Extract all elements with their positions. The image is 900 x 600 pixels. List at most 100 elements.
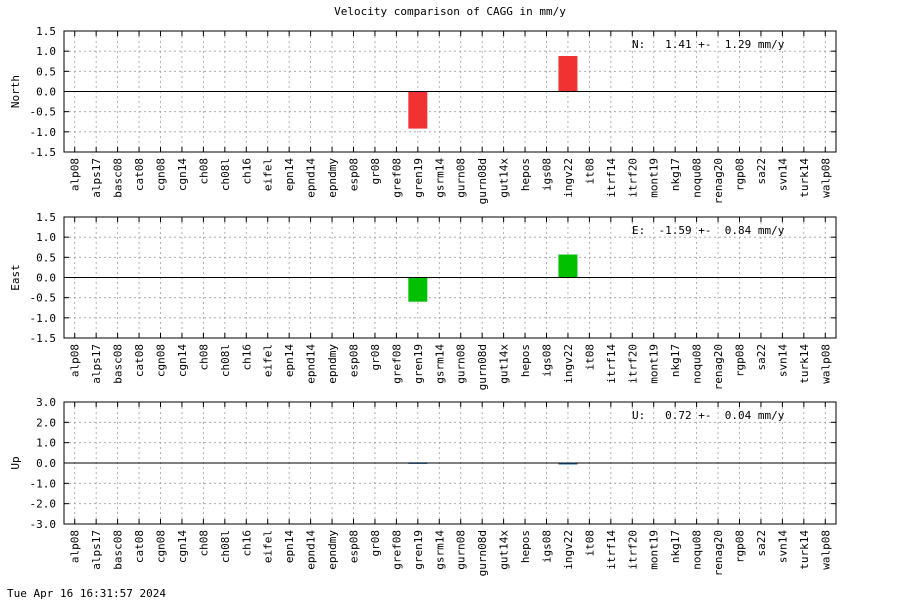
east-stats-annotation: E: -1.59 +- 0.84 mm/y bbox=[632, 224, 785, 237]
east-xtick-label: rgp08 bbox=[734, 344, 747, 377]
up-xtick-label: walp08 bbox=[819, 530, 832, 570]
north-xtick-label: gut14x bbox=[498, 158, 511, 198]
north-bar-gren19 bbox=[408, 91, 428, 129]
north-ytick-label: -1.0 bbox=[30, 126, 57, 139]
up-xtick-label: epnd14 bbox=[305, 530, 318, 570]
east-plot-frame bbox=[63, 216, 837, 339]
north-bar-ingv22 bbox=[558, 56, 578, 92]
east-ytick-label: 1.0 bbox=[36, 231, 56, 244]
east-ytick-label: -0.5 bbox=[30, 292, 57, 305]
east-xtick-label: gut14x bbox=[498, 344, 511, 384]
up-xtick-label: turk14 bbox=[798, 530, 811, 570]
up-xtick-label: mont19 bbox=[648, 530, 661, 570]
up-ytick-label: 2.0 bbox=[36, 416, 56, 429]
up-xtick-label: gut14x bbox=[498, 530, 511, 570]
up-xtick-label: itrf20 bbox=[626, 530, 639, 570]
east-xtick-label: svn14 bbox=[776, 344, 789, 377]
north-xtick-label: walp08 bbox=[819, 158, 832, 198]
east-ytick-label: 0.5 bbox=[36, 251, 56, 264]
up-ytick-label: -3.0 bbox=[30, 518, 57, 531]
up-xtick-label: alp08 bbox=[69, 530, 82, 563]
east-bar-gren19 bbox=[408, 277, 428, 302]
figure-title: Velocity comparison of CAGG in mm/y bbox=[334, 5, 566, 18]
up-xtick-label: alps17 bbox=[90, 530, 103, 570]
up-xtick-label: svn14 bbox=[776, 530, 789, 563]
north-xtick-label: ch08l bbox=[219, 158, 232, 191]
east-axis-label: East bbox=[9, 264, 22, 291]
north-xtick-label: itrf20 bbox=[626, 158, 639, 198]
north-xtick-label: epn14 bbox=[283, 158, 296, 191]
east-xtick-label: hepos bbox=[519, 344, 532, 377]
north-xtick-label: basc08 bbox=[112, 158, 125, 198]
up-xtick-label: gurn08d bbox=[476, 530, 489, 576]
east-xtick-label: alps17 bbox=[90, 344, 103, 384]
up-xtick-label: gurn08 bbox=[455, 530, 468, 570]
east-xtick-label: alp08 bbox=[69, 344, 82, 377]
east-xtick-label: esp08 bbox=[348, 344, 361, 377]
up-axis-label: Up bbox=[9, 456, 22, 469]
up-xtick-label: gref08 bbox=[390, 530, 403, 570]
north-xtick-label: epndmy bbox=[326, 158, 339, 198]
up-xtick-label: epndmy bbox=[326, 530, 339, 570]
east-xtick-label: noqu08 bbox=[691, 344, 704, 384]
north-xtick-label: turk14 bbox=[798, 158, 811, 198]
up-xtick-label: ch16 bbox=[240, 530, 253, 557]
east-xtick-label: cgn08 bbox=[155, 344, 168, 377]
north-ytick-label: 0.5 bbox=[36, 65, 56, 78]
north-xtick-label: renag20 bbox=[712, 158, 725, 204]
east-xtick-label: basc08 bbox=[112, 344, 125, 384]
east-xtick-label: sa22 bbox=[755, 344, 768, 371]
east-xtick-label: ch08 bbox=[197, 344, 210, 371]
east-xtick-label: walp08 bbox=[819, 344, 832, 384]
north-xtick-label: hepos bbox=[519, 158, 532, 191]
east-xtick-label: epn14 bbox=[283, 344, 296, 377]
east-xtick-label: gurn08d bbox=[476, 344, 489, 390]
up-xtick-label: cgn08 bbox=[155, 530, 168, 563]
up-ytick-label: 1.0 bbox=[36, 437, 56, 450]
up-xtick-label: eifel bbox=[262, 530, 275, 563]
up-xtick-label: esp08 bbox=[348, 530, 361, 563]
north-xtick-label: mont19 bbox=[648, 158, 661, 198]
up-plot-frame bbox=[63, 401, 837, 525]
north-xtick-label: cat08 bbox=[133, 158, 146, 191]
east-xtick-label: epnd14 bbox=[305, 344, 318, 384]
east-xtick-label: eifel bbox=[262, 344, 275, 377]
east-xtick-label: cgn14 bbox=[176, 344, 189, 377]
up-xtick-label: sa22 bbox=[755, 530, 768, 557]
east-xtick-label: gr08 bbox=[369, 344, 382, 371]
north-xtick-label: it08 bbox=[583, 158, 596, 185]
north-axis-label: North bbox=[9, 75, 22, 108]
up-xtick-label: cgn14 bbox=[176, 530, 189, 563]
north-xtick-label: gren19 bbox=[412, 158, 425, 198]
east-xtick-label: renag20 bbox=[712, 344, 725, 390]
east-xtick-label: ingv22 bbox=[562, 344, 575, 384]
east-ytick-label: 1.5 bbox=[36, 211, 56, 224]
up-xtick-label: hepos bbox=[519, 530, 532, 563]
up-xtick-label: nkg17 bbox=[669, 530, 682, 563]
north-ytick-label: 0.0 bbox=[36, 86, 56, 99]
north-xtick-label: alp08 bbox=[69, 158, 82, 191]
up-bar-ingv22 bbox=[558, 463, 578, 465]
up-xtick-label: gsrm14 bbox=[433, 530, 446, 570]
north-stats-annotation: N: 1.41 +- 1.29 mm/y bbox=[632, 38, 785, 51]
north-xtick-label: gurn08 bbox=[455, 158, 468, 198]
east-xtick-label: ch08l bbox=[219, 344, 232, 377]
up-ytick-label: 3.0 bbox=[36, 396, 56, 409]
north-plot-frame bbox=[63, 30, 837, 153]
north-xtick-label: gref08 bbox=[390, 158, 403, 198]
north-ytick-label: -0.5 bbox=[30, 106, 57, 119]
up-xtick-label: ingv22 bbox=[562, 530, 575, 570]
up-xtick-label: it08 bbox=[583, 530, 596, 557]
east-xtick-label: cat08 bbox=[133, 344, 146, 377]
north-xtick-label: gsrm14 bbox=[433, 158, 446, 198]
east-bar-ingv22 bbox=[558, 254, 578, 278]
north-xtick-label: alps17 bbox=[90, 158, 103, 198]
timestamp-footer: Tue Apr 16 16:31:57 2024 bbox=[7, 587, 166, 600]
north-xtick-label: rgp08 bbox=[734, 158, 747, 191]
north-xtick-label: ch16 bbox=[240, 158, 253, 185]
up-xtick-label: ch08 bbox=[197, 530, 210, 557]
up-xtick-label: cat08 bbox=[133, 530, 146, 563]
up-stats-annotation: U: 0.72 +- 0.04 mm/y bbox=[632, 409, 785, 422]
